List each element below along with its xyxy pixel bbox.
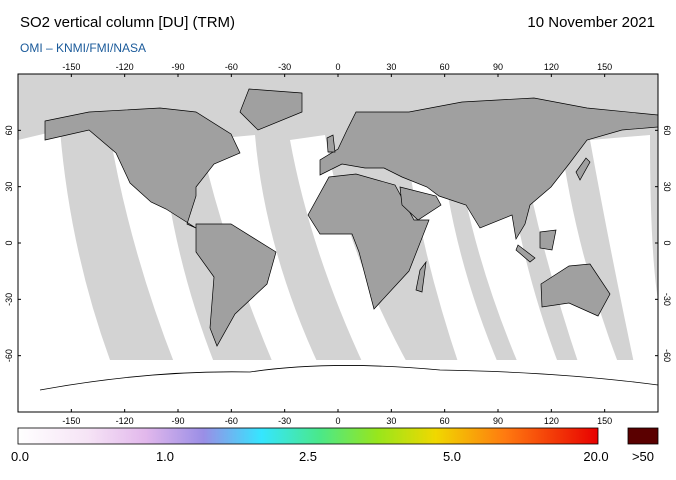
lat-tick-label: 60 (4, 125, 14, 135)
lon-tick-label: -150 (62, 416, 80, 426)
lat-tick-label: -30 (4, 293, 14, 306)
lon-tick-label: 120 (544, 416, 559, 426)
lat-tick-label: 30 (662, 182, 672, 192)
title: SO2 vertical column [DU] (TRM) (20, 14, 235, 31)
lon-tick-label: 150 (597, 416, 612, 426)
lat-tick-label: 60 (662, 125, 672, 135)
lon-tick-label: 30 (386, 62, 396, 72)
lon-tick-label: 90 (493, 62, 503, 72)
lon-tick-label: -120 (116, 62, 134, 72)
lon-tick-label: -90 (171, 416, 184, 426)
lon-tick-label: 60 (440, 416, 450, 426)
lon-tick-label: -90 (171, 62, 184, 72)
lon-tick-label: 30 (386, 416, 396, 426)
lon-tick-label: 120 (544, 62, 559, 72)
lat-tick-label: -60 (4, 349, 14, 362)
colorbar (17, 427, 599, 445)
lon-tick-label: -60 (225, 62, 238, 72)
lat-tick-label: -60 (662, 349, 672, 362)
lon-tick-label: -150 (62, 62, 80, 72)
colorbar-label: >50 (632, 449, 654, 464)
lon-tick-label: 0 (335, 62, 340, 72)
lat-tick-label: -30 (662, 293, 672, 306)
lon-tick-label: -120 (116, 416, 134, 426)
map (18, 74, 658, 412)
colorbar-label: 1.0 (156, 449, 174, 464)
lat-tick-label: 30 (4, 182, 14, 192)
subtitle: OMI – KNMI/FMI/NASA (20, 41, 146, 55)
lon-tick-label: 60 (440, 62, 450, 72)
colorbar-label: 5.0 (443, 449, 461, 464)
lon-tick-label: -30 (278, 62, 291, 72)
colorbar-label: 2.5 (299, 449, 317, 464)
colorbar-overflow (627, 427, 659, 445)
colorbar-label: 20.0 (583, 449, 608, 464)
lat-tick-label: 0 (4, 240, 14, 245)
colorbar-label: 0.0 (11, 449, 29, 464)
antarctica-coast (39, 365, 658, 391)
date: 10 November 2021 (527, 14, 655, 31)
lon-tick-label: -30 (278, 416, 291, 426)
lon-tick-label: 0 (335, 416, 340, 426)
lon-tick-label: -60 (225, 416, 238, 426)
land (44, 88, 658, 347)
lat-tick-label: 0 (662, 240, 672, 245)
lon-tick-label: 150 (597, 62, 612, 72)
lon-tick-label: 90 (493, 416, 503, 426)
